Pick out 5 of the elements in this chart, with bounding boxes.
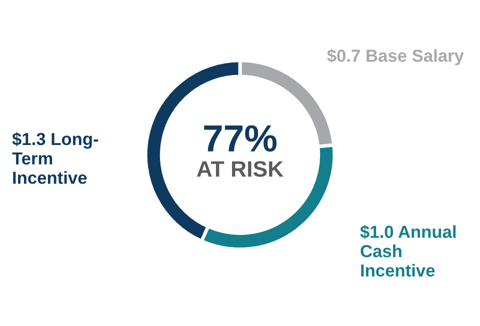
slice-label: $1.0 Annual Cash Incentive — [360, 224, 456, 277]
text: AT RISK — [196, 161, 284, 177]
slice-label: $1.3 Long- Term Incentive — [12, 132, 98, 184]
text: 77% — [204, 125, 277, 152]
slice-label: $0.7 Base Salary — [327, 48, 464, 66]
